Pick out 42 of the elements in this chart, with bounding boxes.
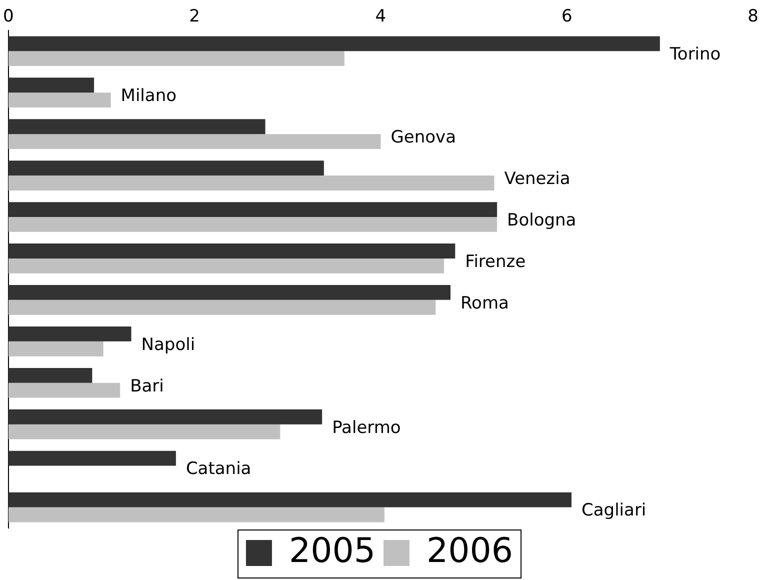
y-tick-label: Bari bbox=[130, 376, 164, 396]
bar bbox=[8, 382, 120, 398]
bar bbox=[8, 217, 498, 232]
bar bbox=[8, 78, 94, 93]
y-tick-label: Cagliari bbox=[582, 500, 646, 521]
bar bbox=[8, 119, 266, 134]
x-tick-label: 6 bbox=[561, 6, 572, 27]
y-tick-label: Genova bbox=[390, 127, 456, 148]
legend-label: 2005 bbox=[288, 530, 376, 571]
bar bbox=[8, 507, 384, 522]
bar bbox=[8, 176, 494, 190]
bar bbox=[8, 450, 176, 466]
y-tick-label: Roma bbox=[460, 293, 509, 314]
bar bbox=[8, 244, 456, 258]
bar bbox=[8, 424, 280, 440]
bar bbox=[8, 368, 92, 383]
bar bbox=[8, 160, 324, 176]
bar bbox=[8, 341, 104, 356]
bar bbox=[8, 326, 132, 342]
x-tick-label: 2 bbox=[189, 6, 200, 27]
bar bbox=[8, 202, 498, 217]
y-tick-label: Milano bbox=[120, 86, 177, 106]
bar bbox=[8, 300, 436, 315]
bar bbox=[8, 92, 111, 108]
y-tick-label: Firenze bbox=[465, 252, 526, 272]
y-tick-label: Venezia bbox=[504, 168, 570, 189]
x-tick-label: 8 bbox=[748, 6, 758, 27]
legend-label: 2006 bbox=[426, 530, 514, 571]
x-tick-label: 0 bbox=[2, 6, 14, 27]
y-tick-label: Palermo bbox=[332, 418, 401, 438]
bar bbox=[8, 285, 451, 300]
bar bbox=[8, 36, 660, 52]
bar bbox=[8, 134, 381, 149]
y-tick-label: Torino bbox=[668, 44, 721, 65]
bar bbox=[8, 492, 572, 508]
x-tick-label: 4 bbox=[375, 6, 386, 27]
y-tick-label: Napoli bbox=[141, 334, 196, 355]
y-tick-label: Bologna bbox=[507, 210, 576, 230]
bar bbox=[8, 51, 344, 66]
bar bbox=[8, 258, 444, 274]
bar bbox=[8, 409, 322, 424]
y-tick-label: Catania bbox=[186, 459, 252, 480]
